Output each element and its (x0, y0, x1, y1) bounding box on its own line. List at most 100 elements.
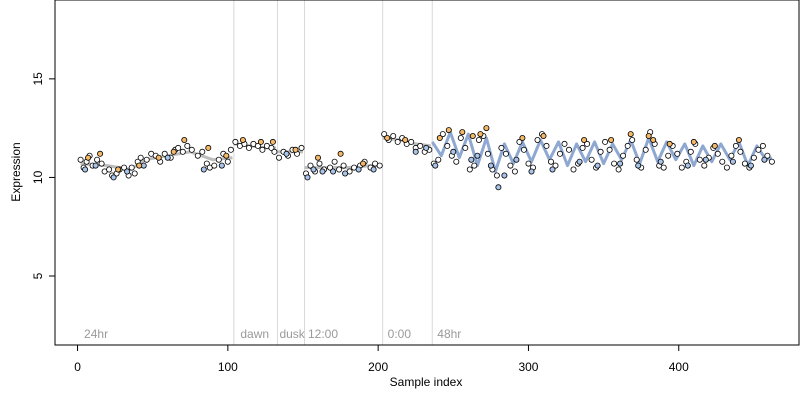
data-point (432, 162, 439, 169)
data-point (714, 150, 721, 157)
data-point (179, 148, 186, 155)
data-point (633, 156, 640, 163)
data-point (635, 162, 642, 169)
data-point (606, 146, 613, 153)
data-point (579, 144, 586, 151)
data-point (218, 162, 225, 169)
data-point (314, 154, 321, 161)
data-point (548, 158, 555, 165)
data-point (336, 166, 343, 173)
x-tick-label: 300 (518, 360, 538, 374)
data-point (684, 162, 691, 169)
data-point (696, 156, 703, 163)
data-point (759, 142, 766, 149)
data-point (627, 131, 634, 138)
data-point (608, 136, 615, 143)
data-point (445, 127, 452, 134)
condition-labels: 24hr dawn dusk 12:00 0:00 48hr (84, 327, 461, 341)
data-point (131, 170, 138, 177)
y-tick-label: 15 (31, 72, 45, 86)
data-point (239, 136, 246, 143)
data-point (701, 162, 708, 169)
data-point (620, 152, 627, 159)
data-point (205, 144, 212, 151)
data-point (94, 156, 101, 163)
condition-label: 0:00 (388, 327, 412, 341)
data-point (269, 138, 276, 145)
data-point (576, 158, 583, 165)
data-point (624, 142, 631, 149)
data-point (275, 154, 282, 161)
data-point (164, 154, 171, 161)
data-point (224, 158, 231, 165)
data-point (747, 162, 754, 169)
data-point (199, 148, 206, 155)
data-point (384, 134, 391, 141)
data-point (453, 158, 460, 165)
data-point (602, 138, 609, 145)
data-point (137, 154, 144, 161)
data-point (528, 168, 535, 175)
x-tick-label: 200 (368, 360, 388, 374)
condition-label: dusk (279, 327, 305, 341)
data-point (516, 138, 523, 145)
data-point (615, 166, 622, 173)
data-point (337, 150, 344, 157)
data-point (611, 160, 618, 167)
data-point (259, 146, 266, 153)
data-point (390, 132, 397, 139)
data-point (702, 156, 709, 163)
data-point (330, 168, 337, 175)
data-point (755, 146, 762, 153)
data-point (77, 156, 84, 163)
data-point (227, 146, 234, 153)
data-point (316, 160, 323, 167)
data-point (549, 166, 556, 173)
data-point (474, 152, 481, 159)
data-points (77, 125, 775, 191)
data-point (331, 158, 338, 165)
data-point (732, 142, 739, 149)
data-point (292, 146, 299, 153)
data-point (475, 136, 482, 143)
data-point (645, 132, 652, 139)
data-point (271, 148, 278, 155)
data-point (394, 138, 401, 145)
data-point (525, 160, 532, 167)
data-point (495, 184, 502, 191)
data-point (450, 148, 457, 155)
data-point (92, 162, 99, 169)
data-point (155, 154, 162, 161)
data-point (534, 136, 541, 143)
data-point (483, 125, 490, 132)
data-point (737, 148, 744, 155)
data-point (121, 164, 128, 171)
data-point (161, 150, 168, 157)
data-point (200, 166, 207, 173)
data-point (439, 131, 446, 138)
data-point (570, 166, 577, 173)
data-point (723, 164, 730, 171)
data-point (584, 140, 591, 147)
data-point (629, 136, 636, 143)
data-point (511, 168, 518, 175)
data-point (665, 152, 672, 159)
data-point (617, 160, 624, 167)
y-axis-label: Expression (9, 142, 23, 201)
data-point (319, 168, 326, 175)
data-point (477, 131, 484, 138)
data-point (513, 156, 520, 163)
data-point (493, 172, 500, 179)
data-point (175, 144, 182, 151)
data-point (597, 148, 604, 155)
data-point (254, 142, 261, 149)
y-axis: 5 10 15 (31, 72, 55, 279)
data-point (307, 162, 314, 169)
data-point (215, 156, 222, 163)
data-point (184, 142, 191, 149)
data-point (98, 160, 105, 167)
data-point (85, 154, 92, 161)
data-point (245, 144, 252, 151)
data-point (687, 148, 694, 155)
data-point (690, 138, 697, 145)
